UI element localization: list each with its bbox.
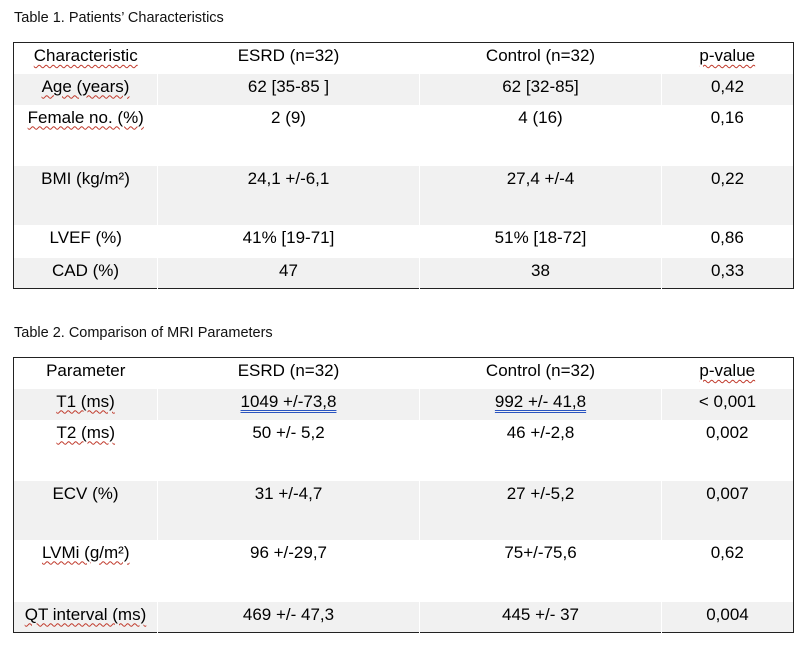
table2-header-parameter: Parameter xyxy=(46,361,126,380)
esrd-value: 1049 +/-73,8 xyxy=(157,388,420,420)
control-value: 27 +/-5,2 xyxy=(419,480,662,540)
esrd-value: 62 [35-85 ] xyxy=(157,73,420,105)
esrd-value: 47 xyxy=(157,257,420,289)
esrd-value: 96 +/-29,7 xyxy=(249,542,328,562)
table1-header-pvalue: p-value xyxy=(699,46,756,65)
table2-caption: Table 2. Comparison of MRI Parameters xyxy=(14,325,273,341)
esrd-value: 50 +/- 5,2 xyxy=(252,422,325,442)
esrd-value: 24,1 +/-6,1 xyxy=(157,165,420,225)
control-value: 62 [32-85] xyxy=(419,73,662,105)
table-row: Age (years) 62 [35-85 ] 62 [32-85] 0,42 xyxy=(13,73,794,105)
control-value: 38 xyxy=(419,257,662,289)
row-label: LVMi (g/m²) xyxy=(41,542,130,562)
row-label: BMI (kg/m²) xyxy=(13,165,158,225)
p-value: 0,86 xyxy=(710,227,744,247)
p-value: < 0,001 xyxy=(661,388,794,420)
table1-header-row: Characteristic ESRD (n=32) Control (n=32… xyxy=(14,43,794,74)
table1-header-characteristic: Characteristic xyxy=(33,46,138,65)
row-label: Female no. (%) xyxy=(27,107,144,127)
mri-parameters-table: Parameter ESRD (n=32) Control (n=32) p-v… xyxy=(13,357,794,633)
control-value: 27,4 +/-4 xyxy=(419,165,662,225)
p-value: 0,33 xyxy=(661,257,794,289)
p-value: 0,22 xyxy=(661,165,794,225)
table-row: CAD (%) 47 38 0,33 xyxy=(13,257,794,289)
esrd-value: 2 (9) xyxy=(271,107,306,127)
table-row: ECV (%) 31 +/-4,7 27 +/-5,2 0,007 xyxy=(13,480,794,540)
table-row: BMI (kg/m²) 24,1 +/-6,1 27,4 +/-4 0,22 xyxy=(13,165,794,225)
table1-header-esrd: ESRD (n=32) xyxy=(237,46,340,65)
p-value: 0,004 xyxy=(661,601,794,633)
control-value: 445 +/- 37 xyxy=(419,601,662,633)
table1-header-control: Control (n=32) xyxy=(485,46,596,65)
table-row: QT interval (ms) 469 +/- 47,3 445 +/- 37… xyxy=(13,601,794,633)
row-label: T1 (ms) xyxy=(13,388,158,420)
table2-header-esrd: ESRD (n=32) xyxy=(237,361,340,380)
control-value: 75+/-75,6 xyxy=(504,542,577,562)
control-value: 51% [18-72] xyxy=(494,227,587,247)
p-value: 0,42 xyxy=(661,73,794,105)
table-row: T1 (ms) 1049 +/-73,8 992 +/- 41,8 < 0,00… xyxy=(13,388,794,420)
esrd-value: 31 +/-4,7 xyxy=(157,480,420,540)
table-row: LVEF (%) 41% [19-71] 51% [18-72] 0,86 xyxy=(14,225,794,258)
row-label: ECV (%) xyxy=(13,480,158,540)
table-row: T2 (ms) 50 +/- 5,2 46 +/-2,8 0,002 xyxy=(14,420,794,481)
control-value: 992 +/- 41,8 xyxy=(419,388,662,420)
row-label: QT interval (ms) xyxy=(13,601,158,633)
table1-caption: Table 1. Patients’ Characteristics xyxy=(14,10,224,26)
row-label: CAD (%) xyxy=(13,257,158,289)
p-value: 0,16 xyxy=(710,107,744,127)
table2-header-pvalue: p-value xyxy=(699,361,756,380)
control-value: 4 (16) xyxy=(518,107,563,127)
row-label: T2 (ms) xyxy=(56,422,116,442)
table-row: Female no. (%) 2 (9) 4 (16) 0,16 xyxy=(14,105,794,166)
table2-header-control: Control (n=32) xyxy=(485,361,596,380)
control-value: 46 +/-2,8 xyxy=(506,422,575,442)
p-value: 0,002 xyxy=(705,422,749,442)
esrd-value: 41% [19-71] xyxy=(242,227,335,247)
table-row: LVMi (g/m²) 96 +/-29,7 75+/-75,6 0,62 xyxy=(14,540,794,602)
esrd-value: 469 +/- 47,3 xyxy=(157,601,420,633)
p-value: 0,007 xyxy=(661,480,794,540)
patients-characteristics-table: Characteristic ESRD (n=32) Control (n=32… xyxy=(13,42,794,289)
row-label: Age (years) xyxy=(13,73,158,105)
row-label: LVEF (%) xyxy=(49,227,122,247)
table2-header-row: Parameter ESRD (n=32) Control (n=32) p-v… xyxy=(14,358,794,389)
p-value: 0,62 xyxy=(710,542,744,562)
